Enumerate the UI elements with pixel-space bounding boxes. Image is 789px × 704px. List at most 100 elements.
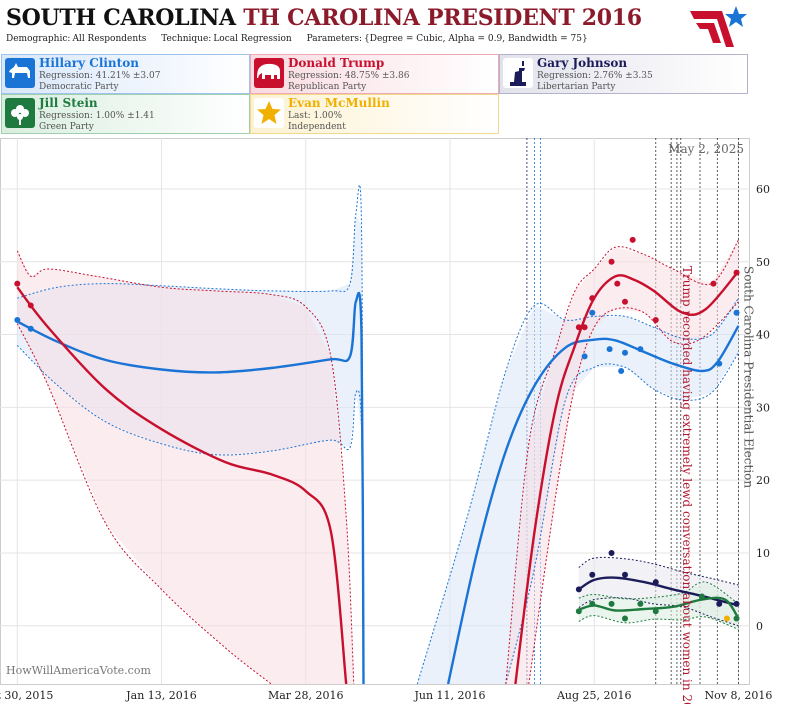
poll-point bbox=[652, 317, 659, 323]
candidate-last: Last: 1.00% bbox=[288, 111, 343, 121]
regression-line bbox=[578, 596, 740, 620]
candidate-name: Donald Trump bbox=[288, 56, 385, 70]
event-annotation: Trump recorded having extremely lewd con… bbox=[680, 266, 694, 704]
upper-bound-line bbox=[578, 556, 739, 586]
poll-point bbox=[637, 346, 644, 353]
poll-point bbox=[618, 367, 625, 374]
regression-line bbox=[16, 286, 348, 684]
y-tick-label: 50 bbox=[756, 256, 770, 269]
upper-bound-line bbox=[416, 297, 739, 684]
x-tick-label: Aug 25, 2016 bbox=[556, 689, 632, 702]
candidate-party: Libertarian Party bbox=[537, 82, 616, 92]
poll-point bbox=[575, 324, 582, 331]
y-tick-label: 40 bbox=[756, 329, 770, 342]
poll-point bbox=[589, 309, 596, 316]
x-tick-label: Mar 28, 2016 bbox=[268, 689, 344, 702]
poll-point bbox=[589, 600, 596, 607]
candidate-regression: Regression: 48.75% ±3.86 bbox=[288, 71, 410, 81]
poll-point bbox=[637, 600, 644, 607]
candidate-card-mcmullin: Evan McMullin Last: 1.00% Independent bbox=[250, 94, 499, 134]
poll-point bbox=[608, 549, 615, 556]
poll-point bbox=[606, 346, 613, 353]
poll-point bbox=[608, 258, 615, 265]
confidence-band bbox=[417, 298, 739, 684]
lower-bound-line bbox=[528, 301, 739, 684]
candidate-name: Hillary Clinton bbox=[39, 56, 139, 70]
poll-point bbox=[716, 360, 723, 367]
parameters-key: Parameters: bbox=[306, 34, 363, 44]
lower-bound-line bbox=[505, 352, 739, 684]
lower-bound-line bbox=[578, 615, 739, 630]
poll-point bbox=[622, 615, 628, 622]
poll-point bbox=[733, 309, 740, 316]
poll-point bbox=[733, 269, 740, 276]
poll-chart: Oct 30, 2015 Jan 13, 2016 Mar 28, 2016 Jun … bbox=[0, 138, 772, 704]
technique-key: Technique: bbox=[161, 34, 212, 44]
poll-point bbox=[723, 615, 730, 622]
x-tick-label: Nov 8, 2016 bbox=[704, 689, 772, 702]
poll-point bbox=[716, 600, 723, 607]
y-tick-label: 20 bbox=[756, 474, 770, 487]
y-tick-label: 30 bbox=[756, 401, 770, 414]
poll-point bbox=[14, 280, 21, 287]
poll-point bbox=[733, 600, 740, 607]
poll-point bbox=[608, 600, 615, 607]
event-annotation: South Carolina Presidential Election bbox=[741, 266, 755, 488]
poll-point bbox=[652, 608, 659, 615]
y-tick-label: 0 bbox=[756, 620, 763, 633]
technique-value: Local Regression bbox=[213, 34, 292, 44]
series-layer bbox=[14, 184, 740, 684]
statue-of-liberty-icon bbox=[503, 58, 533, 88]
poll-point bbox=[622, 571, 628, 578]
parameters-value: {Degree = Cubic, Alpha = 0.9, Bandwidth … bbox=[364, 34, 588, 44]
lower-bound-line bbox=[16, 345, 364, 684]
candidate-name: Jill Stein bbox=[39, 96, 98, 110]
candidate-regression: Regression: 41.21% ±3.07 bbox=[39, 71, 161, 81]
x-tick-label: Oct 30, 2015 bbox=[0, 689, 53, 702]
candidate-party: Democratic Party bbox=[39, 82, 119, 92]
site-logo bbox=[690, 6, 747, 47]
demographic-value: All Respondents bbox=[72, 34, 147, 44]
regression-line bbox=[578, 576, 739, 607]
y-tick-label: 10 bbox=[756, 547, 770, 560]
watermark: HowWillAmericaVote.com bbox=[6, 664, 151, 677]
candidate-card-trump: Donald Trump Regression: 48.75% ±3.86 Re… bbox=[250, 54, 499, 94]
candidate-card-stein: Jill Stein Regression: 1.00% ±1.41 Green… bbox=[1, 94, 250, 134]
candidate-card-clinton: Hillary Clinton Regression: 41.21% ±3.07… bbox=[1, 54, 250, 94]
poll-point bbox=[27, 325, 34, 332]
regression-line bbox=[16, 291, 365, 684]
page-title: SOUTH CAROLINA TH CAROLINA PRESIDENT 201… bbox=[6, 5, 642, 31]
race-subtitle: TH CAROLINA PRESIDENT 2016 bbox=[243, 5, 642, 31]
candidate-regression: Regression: 1.00% ±1.41 bbox=[39, 111, 155, 121]
donkey-icon bbox=[5, 58, 35, 88]
chart-date: May 2, 2025 bbox=[668, 142, 744, 156]
confidence-band bbox=[505, 239, 739, 684]
poll-point bbox=[581, 353, 588, 360]
y-tick-label: 60 bbox=[756, 183, 770, 196]
star-icon bbox=[254, 98, 284, 128]
poll-point bbox=[575, 608, 582, 615]
state-title: SOUTH CAROLINA bbox=[6, 5, 236, 31]
candidate-party: Green Party bbox=[39, 122, 94, 132]
regression-line bbox=[446, 325, 740, 684]
candidate-name: Gary Johnson bbox=[537, 56, 628, 70]
candidate-regression: Regression: 2.76% ±3.35 bbox=[537, 71, 653, 81]
poll-point bbox=[733, 615, 740, 622]
poll-point bbox=[622, 298, 628, 305]
demographic-key: Demographic: bbox=[6, 34, 71, 44]
poll-point bbox=[622, 349, 628, 356]
flower-icon bbox=[5, 98, 35, 128]
elephant-icon bbox=[254, 58, 284, 88]
poll-point bbox=[589, 295, 596, 302]
candidate-party: Independent bbox=[288, 122, 346, 132]
x-tick-label: Jun 11, 2016 bbox=[413, 689, 485, 702]
poll-point bbox=[14, 317, 21, 323]
x-tick-label: Jan 13, 2016 bbox=[125, 689, 197, 702]
parameters-bar: Demographic: All Respondents Technique: Lo… bbox=[6, 34, 600, 44]
poll-point bbox=[589, 571, 596, 578]
candidate-party: Republican Party bbox=[288, 82, 367, 92]
candidate-card-johnson: Gary Johnson Regression: 2.76% ±3.35 Lib… bbox=[499, 54, 748, 94]
poll-point bbox=[652, 579, 659, 586]
regression-line bbox=[514, 270, 740, 684]
poll-point bbox=[629, 236, 636, 243]
